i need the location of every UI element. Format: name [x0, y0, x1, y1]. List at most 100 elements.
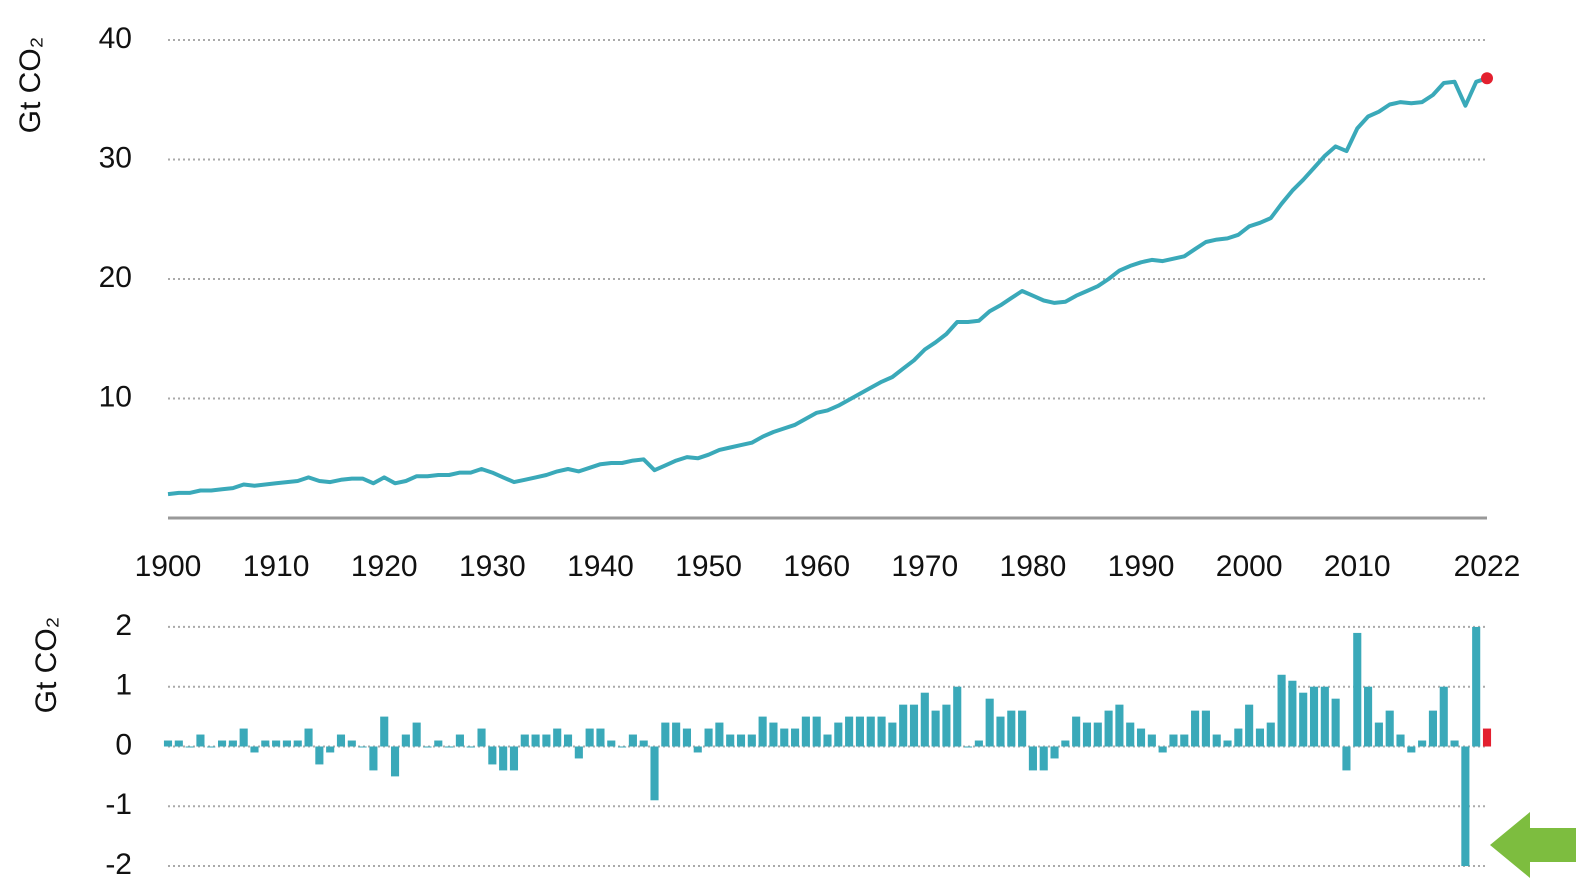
bar [1396, 734, 1405, 747]
x-tick-label: 1990 [1108, 550, 1175, 583]
bar [1299, 692, 1308, 747]
bar [174, 740, 183, 747]
bar [239, 728, 248, 747]
bar [250, 746, 259, 753]
bar [736, 734, 746, 747]
bar [812, 716, 821, 747]
bar [758, 716, 767, 747]
y-tick-label: 30 [99, 141, 132, 174]
bar [888, 722, 897, 747]
bar [1428, 710, 1437, 747]
arrow [1490, 812, 1576, 878]
x-tick-label: 1930 [459, 550, 526, 583]
y-tick-label: 0 [115, 728, 132, 761]
bar [1461, 746, 1470, 867]
bar [769, 722, 778, 747]
bar [639, 740, 648, 747]
bar [1385, 710, 1394, 747]
bar [390, 746, 400, 777]
bar [1309, 686, 1319, 747]
y-axis-title: Gt CO₂ [30, 617, 63, 714]
bar [1439, 686, 1448, 747]
bar [1223, 740, 1232, 747]
bar [563, 734, 573, 747]
bar [520, 734, 529, 747]
bar [693, 746, 702, 753]
bar [942, 704, 951, 747]
bar [866, 716, 875, 747]
bar [499, 746, 508, 771]
line [167, 76, 1488, 497]
bar [509, 746, 519, 771]
bar [1277, 674, 1286, 747]
bar [1364, 686, 1373, 747]
bar [315, 746, 324, 765]
y-tick-label: 20 [99, 261, 132, 294]
bar [423, 746, 432, 748]
bar [1158, 746, 1167, 753]
bar [801, 716, 810, 747]
bar [261, 740, 270, 747]
bar [953, 686, 962, 747]
x-tick-label: 2000 [1216, 550, 1283, 583]
bar [401, 734, 410, 747]
bar [574, 746, 583, 759]
bar [455, 734, 464, 747]
bar [877, 716, 886, 747]
x-tick-label: 1950 [675, 550, 742, 583]
bar [672, 722, 681, 747]
x-tick-label: 1940 [567, 550, 634, 583]
bar [369, 746, 378, 771]
bar [715, 722, 724, 747]
bar [607, 740, 616, 747]
bar [1180, 734, 1189, 747]
bar [1472, 626, 1481, 747]
y-tick-label: -1 [105, 788, 132, 821]
bar [1039, 746, 1048, 771]
bar [347, 740, 356, 747]
bar [326, 746, 335, 753]
bar [293, 740, 302, 747]
bar [1115, 704, 1124, 747]
bar [1104, 710, 1113, 747]
bar [488, 746, 497, 765]
bar [909, 704, 919, 747]
bar [1418, 740, 1427, 747]
bar [1028, 746, 1037, 771]
highlight-point [1481, 72, 1493, 85]
bar [920, 692, 929, 747]
bar [834, 722, 843, 747]
bar [1061, 740, 1070, 747]
bar [1374, 722, 1383, 747]
bar [855, 716, 864, 747]
bar [1320, 686, 1329, 747]
bar [1331, 698, 1340, 747]
bar [477, 728, 486, 747]
bar [931, 710, 940, 747]
x-tick-label: 1970 [891, 550, 958, 583]
bar [1126, 722, 1135, 747]
bar [650, 746, 659, 801]
bar [272, 740, 281, 747]
bar [899, 704, 908, 747]
bar [553, 728, 562, 747]
bar [780, 728, 789, 747]
bar [1266, 722, 1275, 747]
bar [1342, 746, 1351, 771]
bar [1255, 728, 1265, 747]
bar [1234, 728, 1243, 747]
bar [704, 728, 713, 747]
bar [1072, 716, 1081, 747]
x-tick-label: 1910 [243, 550, 310, 583]
bar [1450, 740, 1459, 747]
bar [823, 734, 832, 747]
x-tick-label: 1900 [135, 550, 202, 583]
bar [185, 746, 194, 748]
y-tick-label: 40 [99, 22, 132, 55]
x-tick-label: 1960 [783, 550, 850, 583]
bar [1018, 710, 1027, 747]
bar [596, 728, 605, 747]
bar [207, 746, 216, 748]
y-axis-title: Gt CO₂ [14, 37, 47, 134]
bar [1147, 734, 1156, 747]
